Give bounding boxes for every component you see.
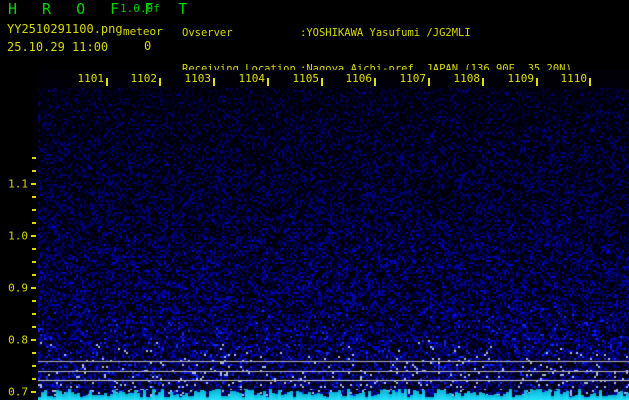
spectrogram-canvas — [38, 70, 629, 400]
y-axis-tick-minor — [32, 157, 36, 159]
header-panel: H R O F F T 1.0.0f YY2510291100.png 25.1… — [0, 0, 629, 149]
meteor-count-value: 0 — [144, 39, 152, 53]
x-axis-tick — [213, 78, 215, 86]
x-axis-label: 1107 — [399, 72, 427, 85]
y-axis-tick-minor — [32, 313, 36, 315]
x-axis-label: 1110 — [560, 72, 588, 85]
spectrogram-image — [38, 70, 629, 400]
y-axis-label: 0.7 — [8, 385, 28, 399]
x-axis-label: 1103 — [184, 72, 212, 85]
y-axis-tick-minor — [32, 274, 36, 276]
x-axis-tick — [536, 78, 538, 86]
x-axis-label: 1102 — [130, 72, 158, 85]
x-axis-tick — [589, 78, 591, 86]
x-axis-tick — [374, 78, 376, 86]
x-axis-tick — [482, 78, 484, 86]
y-axis-tick-minor — [32, 261, 36, 263]
y-axis-tick-minor — [32, 365, 36, 367]
spectrogram-plot: 1.11.00.90.80.70.6 110111021103110411051… — [0, 70, 629, 400]
y-axis-tick-major — [31, 339, 36, 341]
y-axis-label: 0.8 — [8, 333, 28, 347]
x-axis-label: 1106 — [345, 72, 373, 85]
y-axis-tick-minor — [32, 326, 36, 328]
y-axis-tick-minor — [32, 209, 36, 211]
y-axis: 1.11.00.90.80.70.6 — [0, 140, 40, 400]
info-row-observer: Ovserver :YOSHIKAWA Yasufumi /JG2MLI — [182, 27, 597, 39]
observation-datetime: 25.10.29 11:00 — [7, 40, 109, 54]
x-axis: 1101 1102 1103 1104 1105 1106 1107 1108 1109 1110 — [38, 70, 629, 90]
y-axis-tick-major — [31, 391, 36, 393]
y-axis-tick-minor — [32, 170, 36, 172]
y-axis-label: 1.0 — [8, 229, 28, 243]
y-axis-tick-major — [31, 183, 36, 185]
y-axis-tick-major — [31, 235, 36, 237]
x-axis-tick — [267, 78, 269, 86]
info-key-observer: Ovserver — [182, 26, 233, 39]
y-axis-label: 1.1 — [8, 177, 28, 191]
y-axis-tick-major — [31, 287, 36, 289]
y-axis-tick-minor — [32, 248, 36, 250]
x-axis-tick — [159, 78, 161, 86]
x-axis-label: 1108 — [453, 72, 481, 85]
x-axis-label: 1109 — [507, 72, 535, 85]
app-version: 1.0.0f — [120, 2, 160, 15]
x-axis-label: 1104 — [238, 72, 266, 85]
y-axis-tick-minor — [32, 222, 36, 224]
x-axis-tick — [321, 78, 323, 86]
x-axis-tick — [428, 78, 430, 86]
y-axis-label: 0.9 — [8, 281, 28, 295]
image-filename: YY2510291100.png — [7, 22, 123, 36]
app-title: H R O F F T — [8, 0, 196, 18]
y-axis-tick-minor — [32, 352, 36, 354]
x-axis-tick — [106, 78, 108, 86]
x-axis-label: 1101 — [77, 72, 105, 85]
info-value-observer: :YOSHIKAWA Yasufumi /JG2MLI — [300, 26, 471, 39]
meteor-count-label: meteor — [123, 25, 163, 38]
y-axis-tick-minor — [32, 300, 36, 302]
x-axis-label: 1105 — [292, 72, 320, 85]
y-axis-tick-minor — [32, 196, 36, 198]
y-axis-tick-minor — [32, 378, 36, 380]
